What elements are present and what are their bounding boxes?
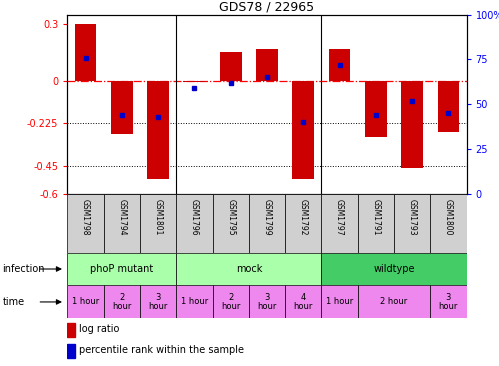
Bar xyxy=(67,344,74,358)
Bar xyxy=(67,194,104,253)
Text: 1 hour: 1 hour xyxy=(72,298,99,306)
Text: percentile rank within the sample: percentile rank within the sample xyxy=(78,346,244,355)
Bar xyxy=(67,323,74,337)
Text: infection: infection xyxy=(2,264,45,274)
Text: 2 hour: 2 hour xyxy=(380,298,408,306)
Bar xyxy=(176,285,213,318)
Bar xyxy=(67,285,104,318)
Bar xyxy=(292,81,314,179)
Text: 3
hour: 3 hour xyxy=(257,293,276,311)
Text: 3
hour: 3 hour xyxy=(439,293,458,311)
Text: GSM1795: GSM1795 xyxy=(226,199,235,235)
Text: 2
hour: 2 hour xyxy=(221,293,241,311)
Bar xyxy=(401,81,423,168)
Text: GSM1796: GSM1796 xyxy=(190,199,199,235)
Bar xyxy=(256,49,278,81)
Text: mock: mock xyxy=(236,264,262,274)
Text: GSM1801: GSM1801 xyxy=(154,199,163,235)
Text: GSM1799: GSM1799 xyxy=(262,199,271,235)
Bar xyxy=(358,285,430,318)
Bar xyxy=(321,253,467,285)
Text: GSM1791: GSM1791 xyxy=(371,199,380,235)
Text: 1 hour: 1 hour xyxy=(181,298,208,306)
Text: GSM1792: GSM1792 xyxy=(299,199,308,235)
Text: GSM1800: GSM1800 xyxy=(444,199,453,235)
Bar xyxy=(140,285,176,318)
Bar xyxy=(111,81,133,134)
Bar xyxy=(140,194,176,253)
Text: GSM1793: GSM1793 xyxy=(408,199,417,235)
Bar xyxy=(430,285,467,318)
Bar xyxy=(184,81,205,82)
Text: 3
hour: 3 hour xyxy=(148,293,168,311)
Bar xyxy=(438,81,459,132)
Bar xyxy=(67,253,176,285)
Text: time: time xyxy=(2,297,24,307)
Text: GSM1797: GSM1797 xyxy=(335,199,344,235)
Bar xyxy=(321,285,358,318)
Bar xyxy=(147,81,169,179)
Text: wildtype: wildtype xyxy=(373,264,415,274)
Bar xyxy=(104,285,140,318)
Bar xyxy=(394,194,430,253)
Text: GSM1798: GSM1798 xyxy=(81,199,90,235)
Bar xyxy=(249,194,285,253)
Text: phoP mutant: phoP mutant xyxy=(90,264,153,274)
Text: log ratio: log ratio xyxy=(78,324,119,335)
Bar xyxy=(249,285,285,318)
Bar xyxy=(365,81,387,137)
Bar xyxy=(213,285,249,318)
Bar xyxy=(104,194,140,253)
Bar xyxy=(176,253,321,285)
Text: GSM1794: GSM1794 xyxy=(117,199,126,235)
Bar xyxy=(430,194,467,253)
Text: 4
hour: 4 hour xyxy=(293,293,313,311)
Bar xyxy=(329,49,350,81)
Bar xyxy=(285,194,321,253)
Bar xyxy=(358,194,394,253)
Bar xyxy=(213,194,249,253)
Text: 1 hour: 1 hour xyxy=(326,298,353,306)
Text: 2
hour: 2 hour xyxy=(112,293,132,311)
Title: GDS78 / 22965: GDS78 / 22965 xyxy=(220,0,314,14)
Bar xyxy=(285,285,321,318)
Bar xyxy=(75,24,96,81)
Bar xyxy=(220,52,242,81)
Bar xyxy=(321,194,358,253)
Bar xyxy=(176,194,213,253)
